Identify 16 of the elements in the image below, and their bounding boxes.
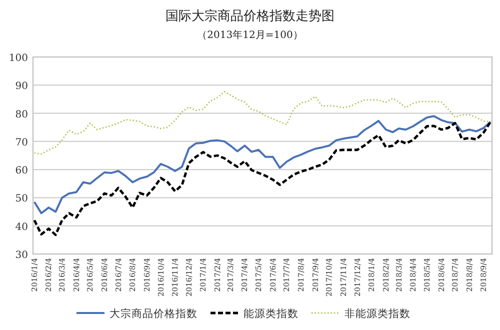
y-tick-label: 80 bbox=[15, 109, 28, 120]
line-series bbox=[34, 90, 492, 155]
line-series bbox=[33, 120, 492, 236]
y-tick-label: 40 bbox=[15, 222, 28, 233]
legend-label: 能源类指数 bbox=[244, 307, 298, 320]
y-tick-label: 100 bbox=[8, 53, 28, 64]
y-tick-label: 60 bbox=[15, 166, 28, 177]
y-tick-label: 30 bbox=[15, 250, 28, 261]
chart-title: 国际大宗商品价格指数走势图 bbox=[166, 8, 334, 24]
y-tick-label: 90 bbox=[15, 81, 28, 92]
y-tick-label: 50 bbox=[15, 194, 28, 205]
chart-subtitle: （2013年12月=100） bbox=[197, 29, 303, 41]
line-series bbox=[33, 115, 492, 214]
y-tick-label: 70 bbox=[15, 137, 28, 148]
legend-label: 大宗商品价格指数 bbox=[110, 307, 198, 320]
legend-label: 非能源类指数 bbox=[344, 307, 410, 320]
